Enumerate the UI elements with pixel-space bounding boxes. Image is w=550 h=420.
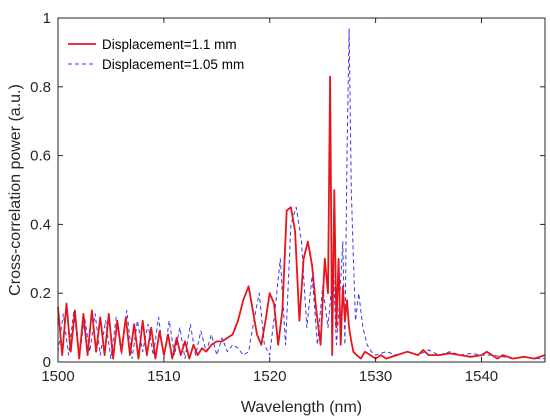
y-tick-label: 1 (43, 10, 51, 27)
y-tick-label: 0.6 (30, 148, 51, 165)
ticks-layer: 1500 1510 1520 1530 1540 0 0.2 0.4 0.6 0.8 1 (30, 10, 545, 385)
series-line-2 (57, 27, 545, 360)
y-tick-label: 0 (43, 354, 51, 371)
plot-frame (57, 17, 546, 363)
legend-label-series-2: Displacement=1.05 mm (102, 57, 244, 72)
x-tick-label: 1540 (465, 368, 498, 385)
series-line-1 (57, 75, 546, 360)
x-axis-label: Wavelength (nm) (241, 399, 362, 416)
x-tick-label: 1510 (147, 368, 180, 385)
legend-label-series-1: Displacement=1.1 mm (102, 37, 237, 52)
series-layer (57, 27, 546, 360)
y-tick-label: 0.8 (30, 79, 51, 96)
y-tick-label: 0.4 (30, 216, 51, 233)
y-axis-label: Cross-correlation power (a.u.) (7, 84, 24, 296)
x-tick-label: 1500 (41, 368, 74, 385)
legend: Displacement=1.1 mm Displacement=1.05 mm (68, 37, 244, 72)
y-tick-label: 0.2 (30, 285, 51, 302)
x-tick-label: 1530 (359, 368, 392, 385)
x-tick-label: 1520 (253, 368, 286, 385)
